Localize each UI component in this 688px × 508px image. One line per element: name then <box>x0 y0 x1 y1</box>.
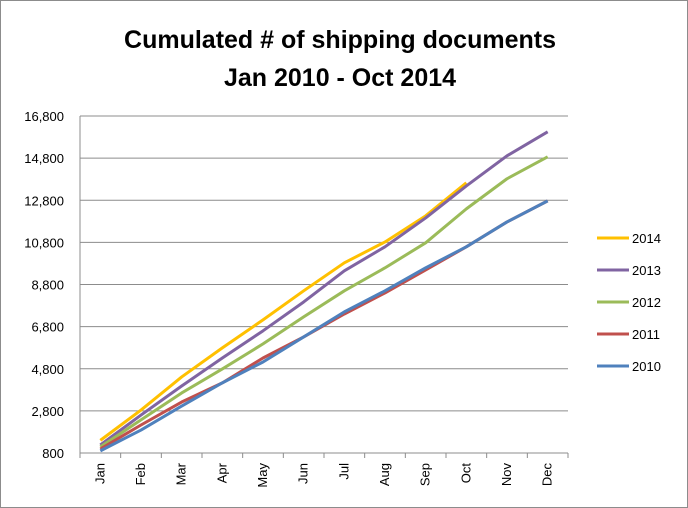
y-tick-label: 800 <box>42 446 64 461</box>
x-tick-label: Mar <box>174 462 189 485</box>
x-tick-label: Feb <box>133 463 148 485</box>
y-tick-label: 14,800 <box>24 151 64 166</box>
x-tick-label: Nov <box>499 463 514 487</box>
x-tick-label: Aug <box>377 463 392 486</box>
y-tick-label: 6,800 <box>31 320 64 335</box>
x-tick-label: Jan <box>92 463 107 484</box>
line-series <box>99 181 468 442</box>
y-tick-label: 8,800 <box>31 278 64 293</box>
x-tick-label: Jul <box>336 463 351 480</box>
x-tick-label: Sep <box>418 463 433 486</box>
legend-label: 2010 <box>632 359 661 374</box>
legend-label: 2013 <box>632 263 661 278</box>
x-tick-label: Jun <box>296 463 311 484</box>
y-tick-label: 16,800 <box>24 109 64 124</box>
y-tick-label: 10,800 <box>24 235 64 250</box>
x-tick-label: Oct <box>458 463 473 484</box>
y-tick-label: 2,800 <box>31 404 64 419</box>
x-tick-label: May <box>255 463 270 488</box>
y-tick-label: 4,800 <box>31 362 64 377</box>
chart-subtitle: Jan 2010 - Oct 2014 <box>224 64 456 92</box>
line-series <box>99 199 549 453</box>
legend-label: 2014 <box>632 231 661 246</box>
chart-title: Cumulated # of shipping documents <box>124 26 556 54</box>
legend-label: 2011 <box>632 327 660 342</box>
y-tick-label: 12,800 <box>24 193 64 208</box>
x-tick-label: Apr <box>214 462 229 483</box>
legend-label: 2012 <box>632 295 661 310</box>
line-series <box>99 155 549 449</box>
line-series <box>99 130 549 447</box>
x-tick-label: Dec <box>540 463 555 487</box>
